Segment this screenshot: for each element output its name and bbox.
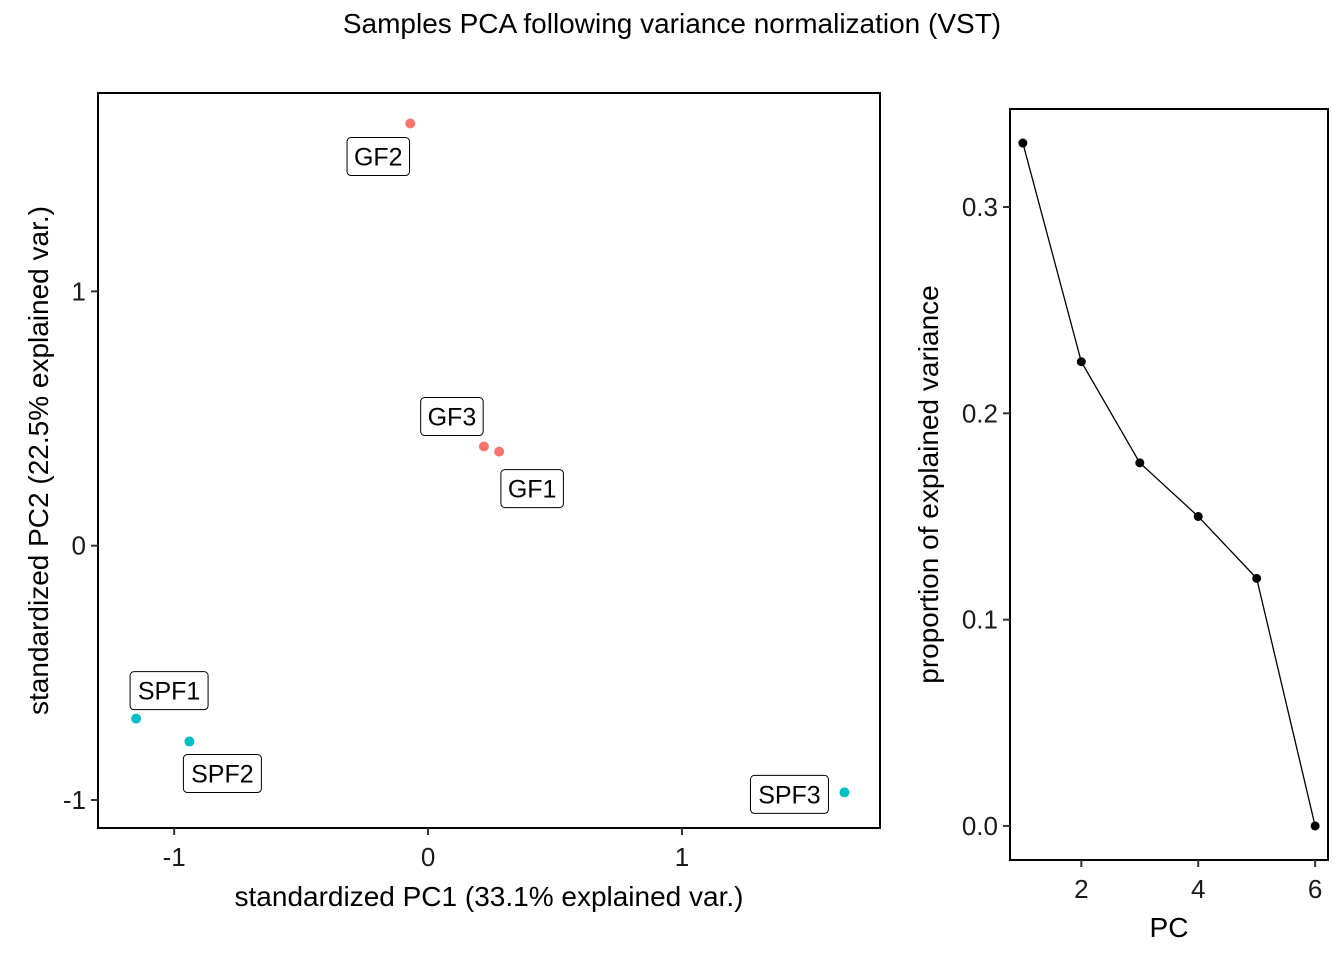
pca-point-label: GF3 bbox=[428, 404, 477, 432]
pca-y-tick-label: 0 bbox=[72, 531, 86, 561]
pca-y-tick-label: -1 bbox=[63, 785, 86, 815]
pca-point-label: GF1 bbox=[508, 476, 557, 504]
pca-point-label: SPF3 bbox=[758, 781, 821, 809]
pca-plot-border bbox=[97, 92, 881, 829]
scree-point-pc3 bbox=[1135, 458, 1145, 468]
pca-point-gf1 bbox=[494, 446, 505, 457]
pca-scatter-panel: -1 0 1 -1 0 1 standardized PC1 (33.1% explaine… bbox=[23, 92, 881, 912]
pca-point-label: GF2 bbox=[354, 144, 403, 172]
pca-y-axis-title: standardized PC2 (22.5% explained var.) bbox=[23, 206, 54, 715]
pca-point-spf2 bbox=[184, 736, 195, 747]
pca-x-tick-label: 1 bbox=[675, 842, 689, 872]
scree-point-pc2 bbox=[1076, 357, 1086, 367]
scree-point-pc1 bbox=[1018, 138, 1028, 148]
scree-y-tick-label: 0.2 bbox=[962, 398, 998, 428]
scree-plot-panel: 2 4 6 0.0 0.1 0.2 0.3 PC proportion of explained… bbox=[913, 108, 1329, 943]
scree-point-pc6 bbox=[1310, 821, 1320, 831]
pca-label-box bbox=[129, 671, 209, 711]
pca-label-box bbox=[346, 137, 411, 177]
pca-point-label: SPF2 bbox=[191, 761, 254, 789]
scree-x-axis-title: PC bbox=[1150, 912, 1189, 943]
pca-label-box bbox=[749, 774, 829, 814]
pca-label-box bbox=[420, 397, 484, 437]
pca-label-box bbox=[182, 754, 262, 794]
scree-y-tick-label: 0.0 bbox=[962, 811, 998, 841]
pca-label-box bbox=[500, 469, 564, 509]
scree-y-tick-label: 0.3 bbox=[962, 192, 998, 222]
pca-point-spf3 bbox=[839, 787, 850, 798]
pca-point-gf2 bbox=[405, 118, 416, 129]
scree-point-pc4 bbox=[1193, 511, 1203, 521]
scree-line bbox=[1022, 142, 1316, 827]
scree-x-tick-label: 4 bbox=[1191, 874, 1205, 904]
pca-point-gf3 bbox=[478, 441, 489, 452]
pca-point-label: SPF1 bbox=[138, 678, 201, 706]
scree-y-tick-label: 0.1 bbox=[962, 605, 998, 635]
pca-x-axis-title: standardized PC1 (33.1% explained var.) bbox=[235, 881, 744, 912]
pca-point-spf1 bbox=[131, 713, 142, 724]
scree-x-tick-label: 2 bbox=[1074, 874, 1088, 904]
pca-y-tick-label: 1 bbox=[72, 276, 86, 306]
scree-y-axis-title: proportion of explained variance bbox=[913, 285, 944, 683]
scree-x-tick-label: 6 bbox=[1308, 874, 1322, 904]
scree-point-pc5 bbox=[1252, 573, 1262, 583]
pca-x-tick-label: -1 bbox=[163, 842, 186, 872]
scree-plot-border bbox=[1009, 108, 1329, 861]
figure-title: Samples PCA following variance normaliza… bbox=[343, 8, 1001, 39]
pca-x-tick-label: 0 bbox=[421, 842, 435, 872]
